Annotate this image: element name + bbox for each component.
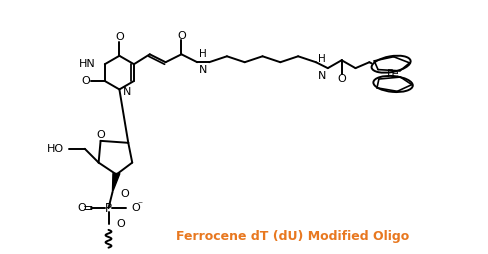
Text: H: H bbox=[199, 49, 206, 59]
Text: O: O bbox=[81, 76, 90, 86]
Text: N: N bbox=[317, 71, 325, 81]
Text: O: O bbox=[115, 32, 123, 42]
Text: ⁻: ⁻ bbox=[137, 200, 142, 210]
Text: HO: HO bbox=[47, 144, 64, 154]
Text: O: O bbox=[77, 203, 85, 213]
Text: O: O bbox=[131, 203, 140, 213]
Text: P: P bbox=[105, 202, 112, 215]
Text: Ferrocene dT (dU) Modified Oligo: Ferrocene dT (dU) Modified Oligo bbox=[175, 230, 408, 243]
Text: H: H bbox=[317, 54, 325, 64]
Text: O: O bbox=[177, 30, 185, 40]
Polygon shape bbox=[112, 173, 120, 192]
Text: O: O bbox=[116, 219, 125, 229]
Text: N: N bbox=[199, 65, 207, 75]
Text: O: O bbox=[96, 130, 105, 140]
Text: Fe: Fe bbox=[386, 69, 399, 79]
Text: HN: HN bbox=[79, 59, 96, 69]
Text: O: O bbox=[337, 74, 346, 84]
Text: N: N bbox=[123, 87, 131, 98]
Text: =: = bbox=[83, 202, 94, 215]
Text: O: O bbox=[120, 189, 129, 199]
